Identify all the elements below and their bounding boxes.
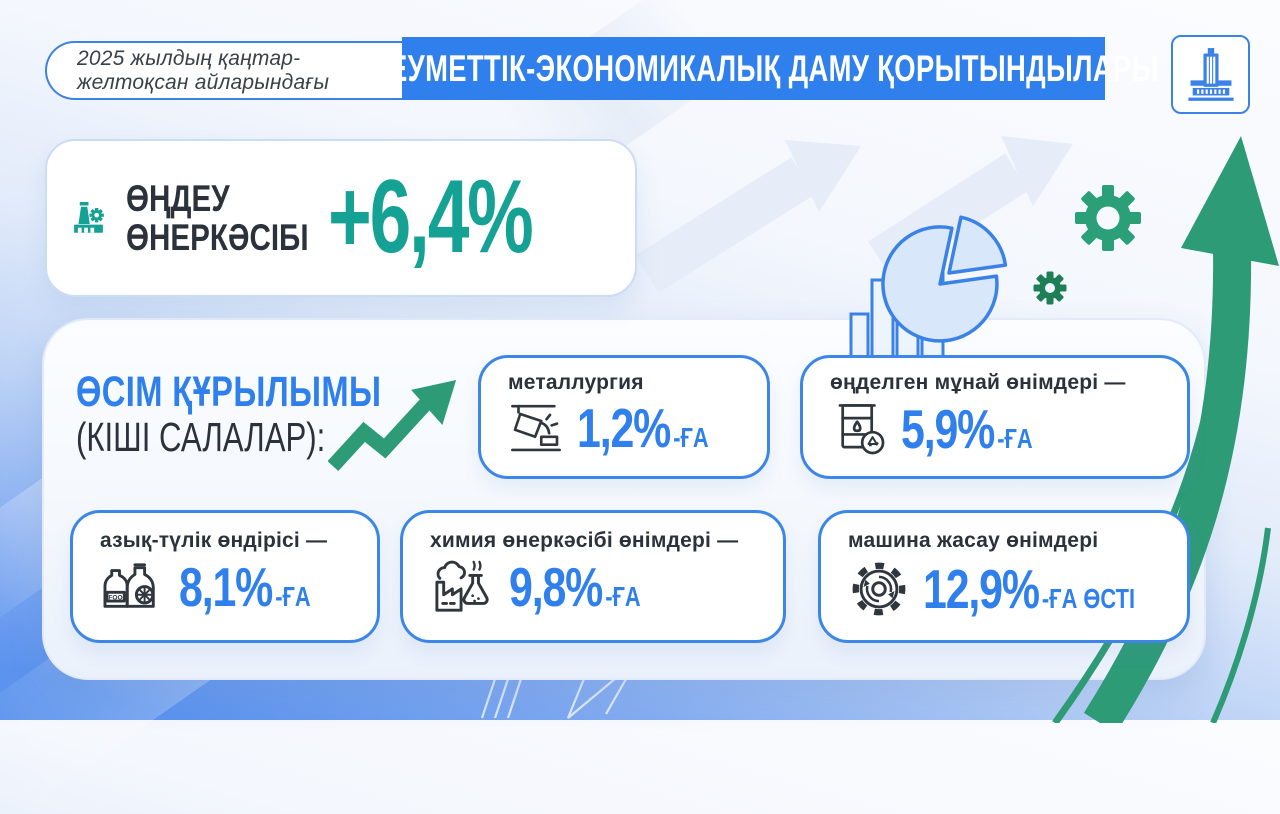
stat-card-oil-products: өңделген мұнай өнімдері — 5,9% -ҒА: [800, 355, 1190, 479]
card-value-suffix: -ҒА: [997, 422, 1033, 454]
government-building-icon: [1187, 47, 1234, 101]
card-value: 1,2% -ҒА: [577, 396, 709, 459]
growth-arrow-icon: [328, 380, 457, 472]
card-value-number: 12,9%: [923, 557, 1040, 620]
pie-bar-chart-decoration: [849, 215, 1008, 360]
org-logo: [1171, 35, 1250, 114]
food-label: FOOD: [108, 595, 127, 602]
stat-label: ӨҢДЕУ ӨНЕРКӘСІБІ: [126, 177, 309, 258]
small-gear-icon: [1033, 271, 1067, 305]
metal-casting-icon: [511, 404, 561, 452]
machinery-gear-icon: [852, 562, 906, 616]
oil-barrel-recycle-icon: [838, 404, 885, 455]
page-title: ӘЛЕУМЕТТІК-ЭКОНОМИКАЛЫҚ ДАМУ ҚОРЫТЫНДЫЛА…: [348, 47, 1159, 89]
card-value-number: 5,9%: [901, 397, 995, 460]
card-value: 12,9% -ҒА ӨСТІ: [923, 557, 1136, 620]
stat-card-machinery: машина жасау өнімдері 12,9% -ҒА ӨСТІ: [818, 510, 1190, 643]
card-value-number: 9,8%: [509, 555, 603, 618]
report-period-box: 2025 жылдың қаңтар- желтоқсан айларындағ…: [45, 41, 402, 100]
card-value-number: 8,1%: [179, 555, 273, 618]
factory-gear-icon: [74, 202, 104, 233]
stat-value: +6,4%: [328, 159, 534, 276]
card-value: 8,1% -ҒА: [179, 555, 311, 618]
card-label: металлургия: [508, 371, 644, 394]
food-products-icon: FOOD: [103, 563, 155, 608]
card-label: химия өнеркәсібі өнімдері —: [430, 529, 739, 552]
card-value-suffix: -ҒА: [605, 580, 641, 612]
card-value-number: 1,2%: [577, 396, 671, 459]
card-value-suffix: -ҒА: [275, 580, 311, 612]
card-value-suffix: -ҒА: [673, 421, 709, 453]
section-title: ӨСІМ ҚҰРЫЛЫМЫ: [76, 368, 382, 416]
chemical-industry-icon: [435, 560, 489, 612]
gears-decoration: [1033, 185, 1141, 305]
stat-label-line2: ӨНЕРКӘСІБІ: [126, 217, 309, 258]
card-label: машина жасау өнімдері: [848, 529, 1099, 552]
card-value-suffix: -ҒА ӨСТІ: [1041, 582, 1136, 614]
manufacturing-stat-card: ӨҢДЕУ ӨНЕРКӘСІБІ +6,4%: [45, 139, 637, 297]
large-gear-icon: [1075, 185, 1141, 251]
card-label: өңделген мұнай өнімдері —: [830, 371, 1126, 394]
card-label: азық-түлік өндірісі —: [100, 529, 328, 552]
stat-card-food-production: азық-түлік өндірісі — FOOD 8,1% -ҒА: [70, 510, 380, 643]
big-growth-arrow-decoration: [1052, 136, 1279, 723]
stat-card-chemical-products: химия өнеркәсібі өнімдері — 9,8% -ҒА: [400, 510, 786, 643]
report-period-line1: 2025 жылдың қаңтар-: [77, 46, 301, 70]
stat-label-line1: ӨҢДЕУ: [126, 177, 230, 219]
stat-card-metallurgy: металлургия 1,2% -ҒА: [478, 355, 770, 479]
main-title-banner: ӘЛЕУМЕТТІК-ЭКОНОМИКАЛЫҚ ДАМУ ҚОРЫТЫНДЫЛА…: [349, 37, 1158, 100]
card-value: 5,9% -ҒА: [901, 397, 1033, 460]
card-value: 9,8% -ҒА: [509, 555, 641, 618]
report-period-line2: желтоқсан айларындағы: [77, 70, 330, 94]
section-subtitle: (КІШІ САЛАЛАР):: [76, 414, 326, 460]
